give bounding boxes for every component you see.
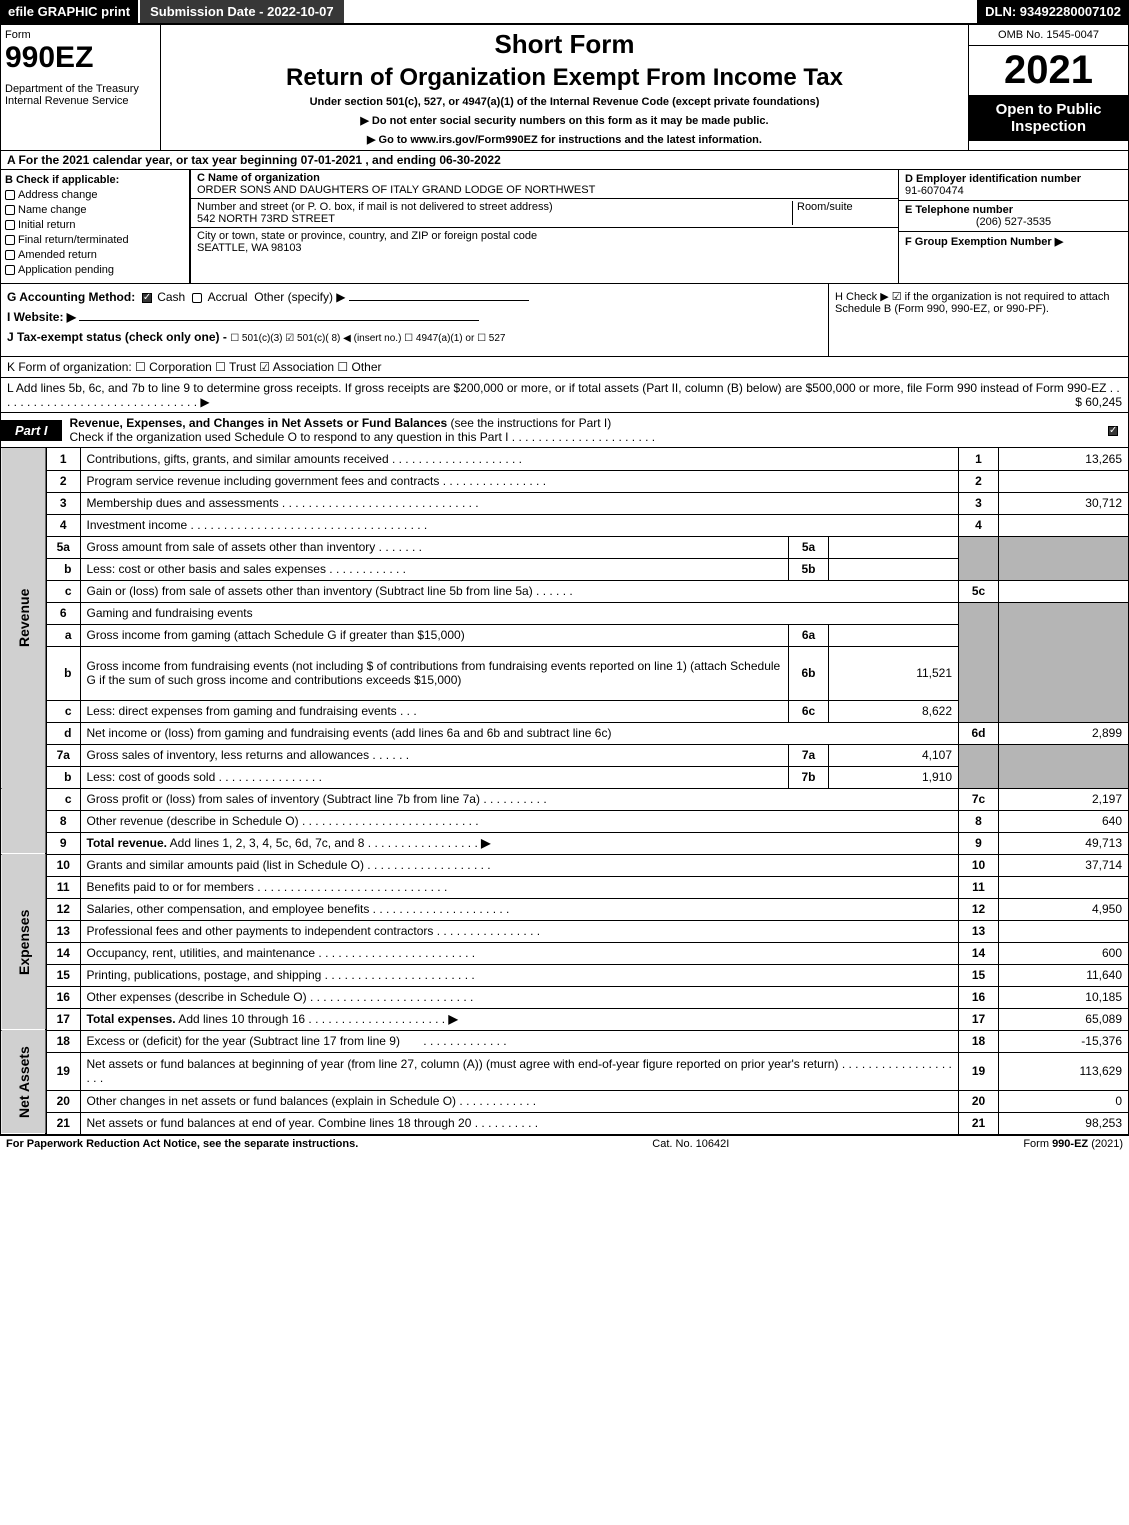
section-g-i-j: G Accounting Method: Cash Accrual Other …	[1, 284, 828, 356]
section-h-text: H Check ▶ ☑ if the organization is not r…	[835, 291, 1110, 315]
row-7c: c Gross profit or (loss) from sales of i…	[1, 788, 1129, 810]
row-18: Net Assets 18 Excess or (deficit) for th…	[1, 1030, 1129, 1052]
row-10: Expenses 10 Grants and similar amounts p…	[1, 854, 1129, 876]
label-i-website: I Website: ▶	[7, 310, 76, 324]
section-h: H Check ▶ ☑ if the organization is not r…	[828, 284, 1128, 356]
section-k: K Form of organization: ☐ Corporation ☐ …	[0, 357, 1129, 378]
chk-final-return[interactable]: Final return/terminated	[5, 234, 185, 246]
row-12: 12 Salaries, other compensation, and emp…	[1, 898, 1129, 920]
row-13: 13 Professional fees and other payments …	[1, 920, 1129, 942]
row-1: Revenue 1 Contributions, gifts, grants, …	[1, 448, 1129, 470]
info-block: B Check if applicable: Address change Na…	[0, 170, 1129, 284]
label-c-name: C Name of organization	[197, 172, 320, 184]
label-address: Number and street (or P. O. box, if mail…	[197, 201, 553, 213]
header-right: OMB No. 1545-0047 2021 Open to Public In…	[968, 25, 1128, 150]
row-17: 17 Total expenses. Add lines 10 through …	[1, 1008, 1129, 1030]
submission-date-button[interactable]: Submission Date - 2022-10-07	[138, 0, 344, 23]
footer-left: For Paperwork Reduction Act Notice, see …	[6, 1138, 358, 1150]
part-1-header: Part I Revenue, Expenses, and Changes in…	[0, 413, 1129, 448]
part-1-title-rest: (see the instructions for Part I)	[447, 416, 611, 430]
section-l-text: L Add lines 5b, 6c, and 7b to line 9 to …	[7, 381, 1120, 409]
row-4: 4 Investment income . . . . . . . . . . …	[1, 514, 1129, 536]
row-19: 19 Net assets or fund balances at beginn…	[1, 1052, 1129, 1090]
row-11: 11 Benefits paid to or for members . . .…	[1, 876, 1129, 898]
other-method-input[interactable]	[349, 300, 529, 301]
row-2: 2 Program service revenue including gove…	[1, 470, 1129, 492]
section-b-title: B Check if applicable:	[5, 174, 185, 186]
form-footer: For Paperwork Reduction Act Notice, see …	[0, 1135, 1129, 1152]
row-7a: 7a Gross sales of inventory, less return…	[1, 744, 1129, 766]
side-revenue: Revenue	[1, 448, 47, 788]
footer-cat-no: Cat. No. 10642I	[358, 1138, 1023, 1150]
label-g-acct: G Accounting Method:	[7, 290, 135, 304]
part-1-check-text: Check if the organization used Schedule …	[70, 430, 656, 444]
tax-year: 2021	[969, 46, 1128, 95]
label-f-group: F Group Exemption Number ▶	[905, 236, 1063, 248]
org-name: ORDER SONS AND DAUGHTERS OF ITALY GRAND …	[197, 184, 595, 196]
efile-print-button[interactable]: efile GRAPHIC print	[0, 0, 138, 23]
label-city: City or town, state or province, country…	[197, 230, 537, 242]
omb-number: OMB No. 1545-0047	[969, 25, 1128, 46]
form-header: Form 990EZ Department of the Treasury In…	[0, 24, 1129, 151]
row-21: 21 Net assets or fund balances at end of…	[1, 1112, 1129, 1134]
side-net-assets: Net Assets	[1, 1030, 47, 1134]
chk-cash[interactable]	[142, 293, 152, 303]
top-bar: efile GRAPHIC print Submission Date - 20…	[0, 0, 1129, 24]
form-label: Form	[5, 29, 156, 41]
label-e-phone: E Telephone number	[905, 204, 1013, 216]
dln-label: DLN: 93492280007102	[977, 0, 1129, 23]
label-room: Room/suite	[797, 201, 853, 213]
part-1-title-bold: Revenue, Expenses, and Changes in Net As…	[70, 416, 448, 430]
row-16: 16 Other expenses (describe in Schedule …	[1, 986, 1129, 1008]
open-inspection-label: Open to Public Inspection	[969, 95, 1128, 141]
row-5c: c Gain or (loss) from sale of assets oth…	[1, 580, 1129, 602]
row-15: 15 Printing, publications, postage, and …	[1, 964, 1129, 986]
part-1-label: Part I	[1, 420, 62, 441]
label-d-ein: D Employer identification number	[905, 173, 1081, 185]
section-l: L Add lines 5b, 6c, and 7b to line 9 to …	[0, 378, 1129, 413]
row-20: 20 Other changes in net assets or fund b…	[1, 1090, 1129, 1112]
header-left: Form 990EZ Department of the Treasury In…	[1, 25, 161, 150]
section-b: B Check if applicable: Address change Na…	[1, 170, 191, 283]
info-right: D Employer identification number 91-6070…	[898, 170, 1128, 283]
notice-2: ▶ Go to www.irs.gov/Form990EZ for instru…	[165, 133, 964, 146]
chk-amended-return[interactable]: Amended return	[5, 249, 185, 261]
under-section-text: Under section 501(c), 527, or 4947(a)(1)…	[165, 96, 964, 108]
row-14: 14 Occupancy, rent, utilities, and maint…	[1, 942, 1129, 964]
side-expenses: Expenses	[1, 854, 47, 1030]
short-form-title: Short Form	[165, 29, 964, 60]
revenue-expenses-table: Revenue 1 Contributions, gifts, grants, …	[0, 448, 1129, 1135]
chk-name-change[interactable]: Name change	[5, 204, 185, 216]
department-label: Department of the Treasury Internal Reve…	[5, 83, 156, 107]
header-center: Short Form Return of Organization Exempt…	[161, 25, 968, 150]
row-6: 6 Gaming and fundraising events	[1, 602, 1129, 624]
section-l-amount: $ 60,245	[1075, 395, 1122, 409]
section-a: A For the 2021 calendar year, or tax yea…	[0, 151, 1129, 170]
chk-initial-return[interactable]: Initial return	[5, 219, 185, 231]
row-5a: 5a Gross amount from sale of assets othe…	[1, 536, 1129, 558]
city-state-zip: SEATTLE, WA 98103	[197, 242, 302, 254]
ein-value: 91-6070474	[905, 185, 964, 197]
label-j-status: J Tax-exempt status (check only one) -	[7, 330, 227, 344]
g-h-block: G Accounting Method: Cash Accrual Other …	[0, 284, 1129, 357]
form-title: Return of Organization Exempt From Incom…	[165, 64, 964, 92]
chk-address-change[interactable]: Address change	[5, 189, 185, 201]
row-9: 9 Total revenue. Add lines 1, 2, 3, 4, 5…	[1, 832, 1129, 854]
form-number: 990EZ	[5, 41, 156, 75]
footer-form-id: Form 990-EZ (2021)	[1023, 1138, 1123, 1150]
chk-application-pending[interactable]: Application pending	[5, 264, 185, 276]
website-input[interactable]	[79, 320, 479, 321]
chk-accrual[interactable]	[192, 293, 202, 303]
row-3: 3 Membership dues and assessments . . . …	[1, 492, 1129, 514]
section-c: C Name of organization ORDER SONS AND DA…	[191, 170, 898, 283]
phone-value: (206) 527-3535	[905, 216, 1122, 228]
j-options: ☐ 501(c)(3) ☑ 501(c)( 8) ◀ (insert no.) …	[230, 333, 505, 344]
row-6d: d Net income or (loss) from gaming and f…	[1, 722, 1129, 744]
street-address: 542 NORTH 73RD STREET	[197, 213, 335, 225]
row-8: 8 Other revenue (describe in Schedule O)…	[1, 810, 1129, 832]
notice-1: ▶ Do not enter social security numbers o…	[165, 114, 964, 127]
part-1-checkbox[interactable]	[1108, 426, 1118, 436]
